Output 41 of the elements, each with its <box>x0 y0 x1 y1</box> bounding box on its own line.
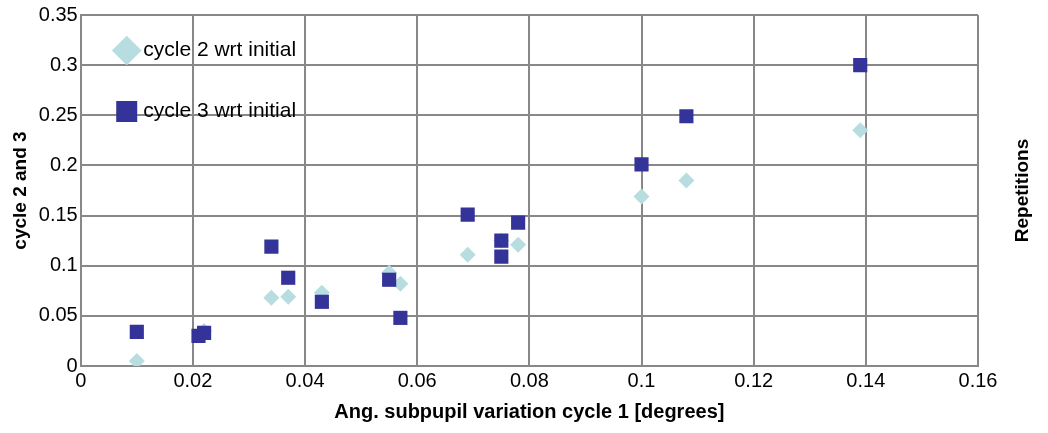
x-tick-label: 0.16 <box>958 368 998 391</box>
x-tick-label: 0.14 <box>846 368 886 391</box>
point <box>511 215 526 230</box>
y-tick-label: 0.3 <box>49 52 78 75</box>
x-tick-label: 0.1 <box>627 368 656 391</box>
x-tick-label: 0.08 <box>509 368 549 391</box>
y2-axis-title: Repetitions <box>1011 138 1033 243</box>
point <box>852 122 869 139</box>
y-tick-label: 0.35 <box>38 2 78 25</box>
y-axis-title: cycle 2 and 3 <box>8 131 30 250</box>
point <box>264 239 279 254</box>
point <box>494 249 509 264</box>
point <box>679 109 694 124</box>
point <box>678 172 695 189</box>
x-tick-label: 0.02 <box>173 368 213 391</box>
y-tick-label: 0.25 <box>38 102 78 125</box>
point <box>853 58 868 73</box>
x-tick-label: 0.12 <box>734 368 774 391</box>
y-tick-label: 0 <box>66 353 78 376</box>
point <box>634 157 649 172</box>
y-tick-label: 0.1 <box>49 253 78 276</box>
point <box>633 188 650 205</box>
point <box>128 352 145 366</box>
point <box>314 294 329 309</box>
point <box>281 270 296 285</box>
y-tick-label: 0.15 <box>38 203 78 226</box>
x-axis-title: Ang. subpupil variation cycle 1 [degrees] <box>334 399 725 422</box>
point <box>510 236 527 253</box>
point <box>459 246 476 263</box>
y-tick-label: 0.2 <box>49 152 78 175</box>
legend-label: cycle 3 wrt initial <box>143 98 297 122</box>
point <box>263 289 280 306</box>
legend-label: cycle 2 wrt initial <box>143 37 297 61</box>
x-tick-label: 0.04 <box>285 368 325 391</box>
point <box>280 288 297 305</box>
point <box>460 207 475 222</box>
point <box>129 324 144 339</box>
x-tick-label: 0.06 <box>397 368 437 391</box>
y-tick-label: 0.05 <box>38 303 78 326</box>
point <box>393 310 408 325</box>
point <box>382 272 397 287</box>
